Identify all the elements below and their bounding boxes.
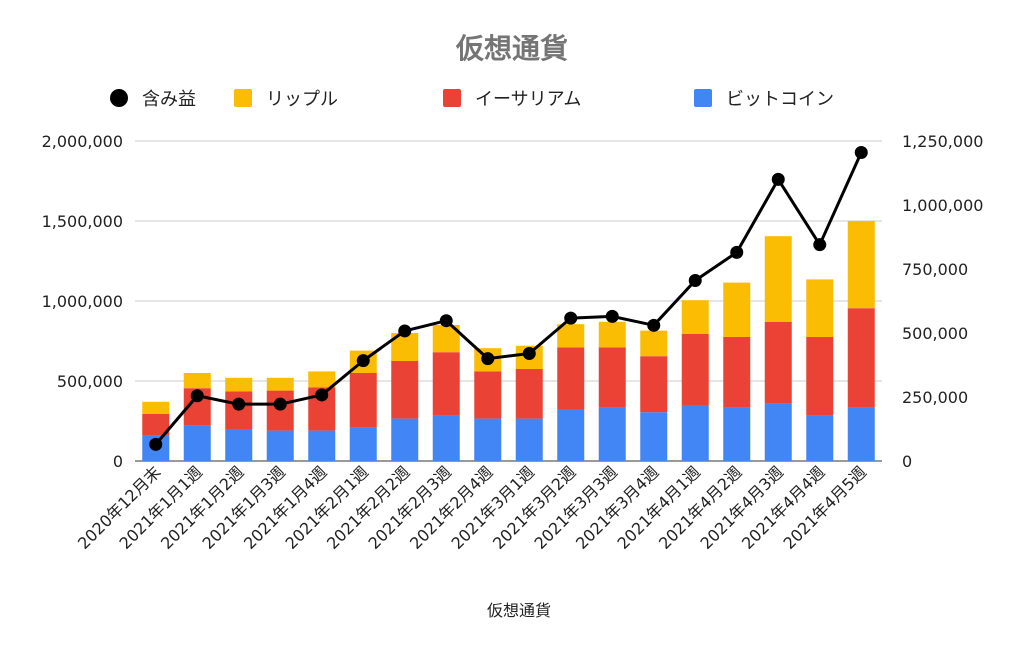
bar-segment (723, 282, 751, 337)
bar-segment (183, 373, 211, 389)
bar-segment (557, 347, 585, 409)
bar-segment (308, 371, 336, 388)
bar-segment (142, 413, 170, 436)
bar-segment (847, 407, 875, 461)
y-right-tick-label: 1,250,000 (902, 132, 983, 151)
bar-segment (515, 369, 543, 419)
legend-marker (694, 89, 712, 107)
bar-segment (349, 373, 377, 428)
bar-segment (391, 361, 419, 419)
bar-segment (349, 427, 377, 461)
bar-segment (764, 321, 792, 404)
bar-segment (266, 430, 294, 461)
y-axis-left: 0 500,000 1,000,000 1,500,000 2,000,000 (42, 132, 123, 471)
y-right-tick-label: 250,000 (902, 388, 968, 407)
bar-segment (640, 330, 668, 357)
y-left-tick-label: 1,000,000 (42, 292, 123, 311)
line-point (232, 397, 246, 411)
bar-segment (183, 425, 211, 461)
bar-segment (142, 401, 170, 414)
bar-segment (474, 371, 502, 419)
bar-segment (598, 321, 626, 348)
bar-segment (515, 418, 543, 461)
y-left-tick-label: 500,000 (57, 372, 123, 391)
line-point (190, 389, 204, 403)
bar-segment (764, 236, 792, 322)
legend-label: リップル (266, 89, 338, 110)
line-point (149, 437, 163, 451)
bar-segment (598, 347, 626, 408)
legend-label: ビットコイン (726, 89, 834, 110)
line-point (605, 309, 619, 323)
bar-segment (391, 418, 419, 461)
line-point (398, 324, 412, 338)
bar-segment (225, 429, 253, 461)
legend-marker (110, 89, 128, 107)
bar-segment (681, 333, 709, 405)
y-right-tick-label: 750,000 (902, 260, 968, 279)
bar-segment (598, 407, 626, 461)
bar-segment (806, 337, 834, 416)
chart-title: 仮想通貨 (455, 32, 568, 65)
y-left-tick-label: 2,000,000 (42, 132, 123, 151)
line-point (273, 397, 287, 411)
bar-segment (557, 409, 585, 461)
x-axis-title: 仮想通貨 (487, 601, 551, 620)
bar-segment (266, 377, 294, 391)
line-point (813, 238, 827, 252)
y-right-tick-label: 1,000,000 (902, 196, 983, 215)
bar-segment (847, 308, 875, 408)
bar-segment (847, 221, 875, 309)
line-point (439, 314, 453, 328)
bar-segment (723, 407, 751, 461)
bar-segment (806, 415, 834, 461)
line-point (730, 245, 744, 259)
line-point (356, 354, 370, 368)
y-left-tick-label: 0 (113, 452, 123, 471)
line-point (481, 352, 495, 366)
bar-segment (681, 405, 709, 461)
bar-segment (681, 300, 709, 334)
bar-segment (640, 412, 668, 461)
bar-segment (640, 356, 668, 413)
legend-label: イーサリアム (475, 89, 581, 110)
line-point (688, 274, 702, 288)
y-axis-right: 0 250,000 500,000 750,000 1,000,000 1,250,000 (902, 132, 983, 471)
bar-segment (806, 279, 834, 337)
line-point (564, 311, 578, 325)
legend-marker (443, 89, 461, 107)
y-left-tick-label: 1,500,000 (42, 212, 123, 231)
legend: 含み益 リップル イーサリアム ビットコイン (110, 89, 834, 110)
bar-segment (764, 403, 792, 461)
x-axis: 2020年12月末2021年1月1週2021年1月2週2021年1月3週2021… (74, 462, 870, 553)
line-point (771, 172, 785, 186)
bar-series-group (142, 221, 875, 461)
bar-segment (723, 337, 751, 408)
bar-segment (432, 352, 460, 416)
bar-segment (557, 324, 585, 348)
legend-marker (234, 89, 252, 107)
bar-segment (225, 377, 253, 392)
bar-segment (474, 418, 502, 461)
line-point (522, 346, 536, 360)
grid-lines (135, 140, 882, 462)
bar-segment (432, 415, 460, 461)
line-point (315, 388, 329, 402)
y-right-tick-label: 500,000 (902, 324, 968, 343)
bar-segment (308, 430, 336, 461)
line-series-path (154, 151, 863, 446)
line-point (854, 146, 868, 160)
legend-label: 含み益 (142, 89, 196, 110)
y-right-tick-label: 0 (902, 452, 912, 471)
line-series-group (149, 146, 868, 451)
line-point (647, 318, 661, 332)
